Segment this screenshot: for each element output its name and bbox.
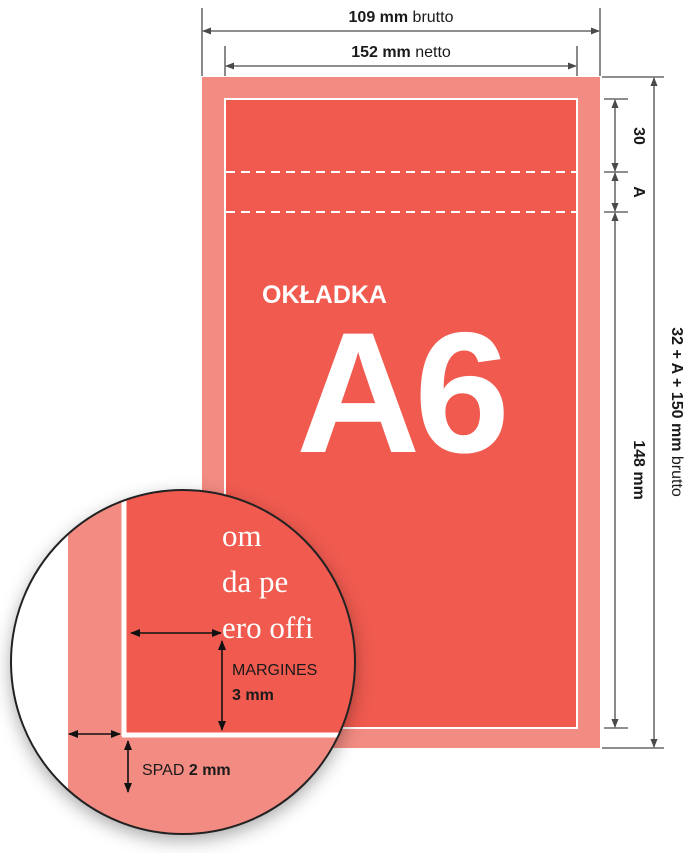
sample-text-line-1: om: [222, 518, 262, 553]
cover-sheet: OKŁADKA A6: [202, 77, 600, 748]
gross-width-label: 109 mm brutto: [349, 9, 454, 26]
trim-line: [224, 98, 578, 729]
top-section-label: 30: [630, 127, 647, 145]
sample-text-line-3: ero offi: [222, 610, 314, 645]
bleed-label: SPAD 2 mm: [142, 762, 231, 779]
dimension-lines: [201, 8, 664, 749]
lens-rim: [10, 489, 356, 835]
cover-label: OKŁADKA: [262, 281, 387, 309]
sample-text-line-2: da pe: [222, 564, 288, 599]
gross-height-label: 32 + A + 150 mm brutto: [668, 327, 685, 497]
margins-value: 3 mm: [232, 687, 274, 704]
net-width-label: 152 mm netto: [351, 44, 451, 61]
margins-label: MARGINES: [232, 662, 317, 679]
format-label: A6: [296, 297, 504, 489]
magnifier-lens: om da pe ero offi MARGINES 3 mm SPAD 2 m…: [10, 489, 356, 835]
variable-section-label: A: [630, 186, 647, 198]
body-height-label: 148 mm: [630, 440, 647, 500]
